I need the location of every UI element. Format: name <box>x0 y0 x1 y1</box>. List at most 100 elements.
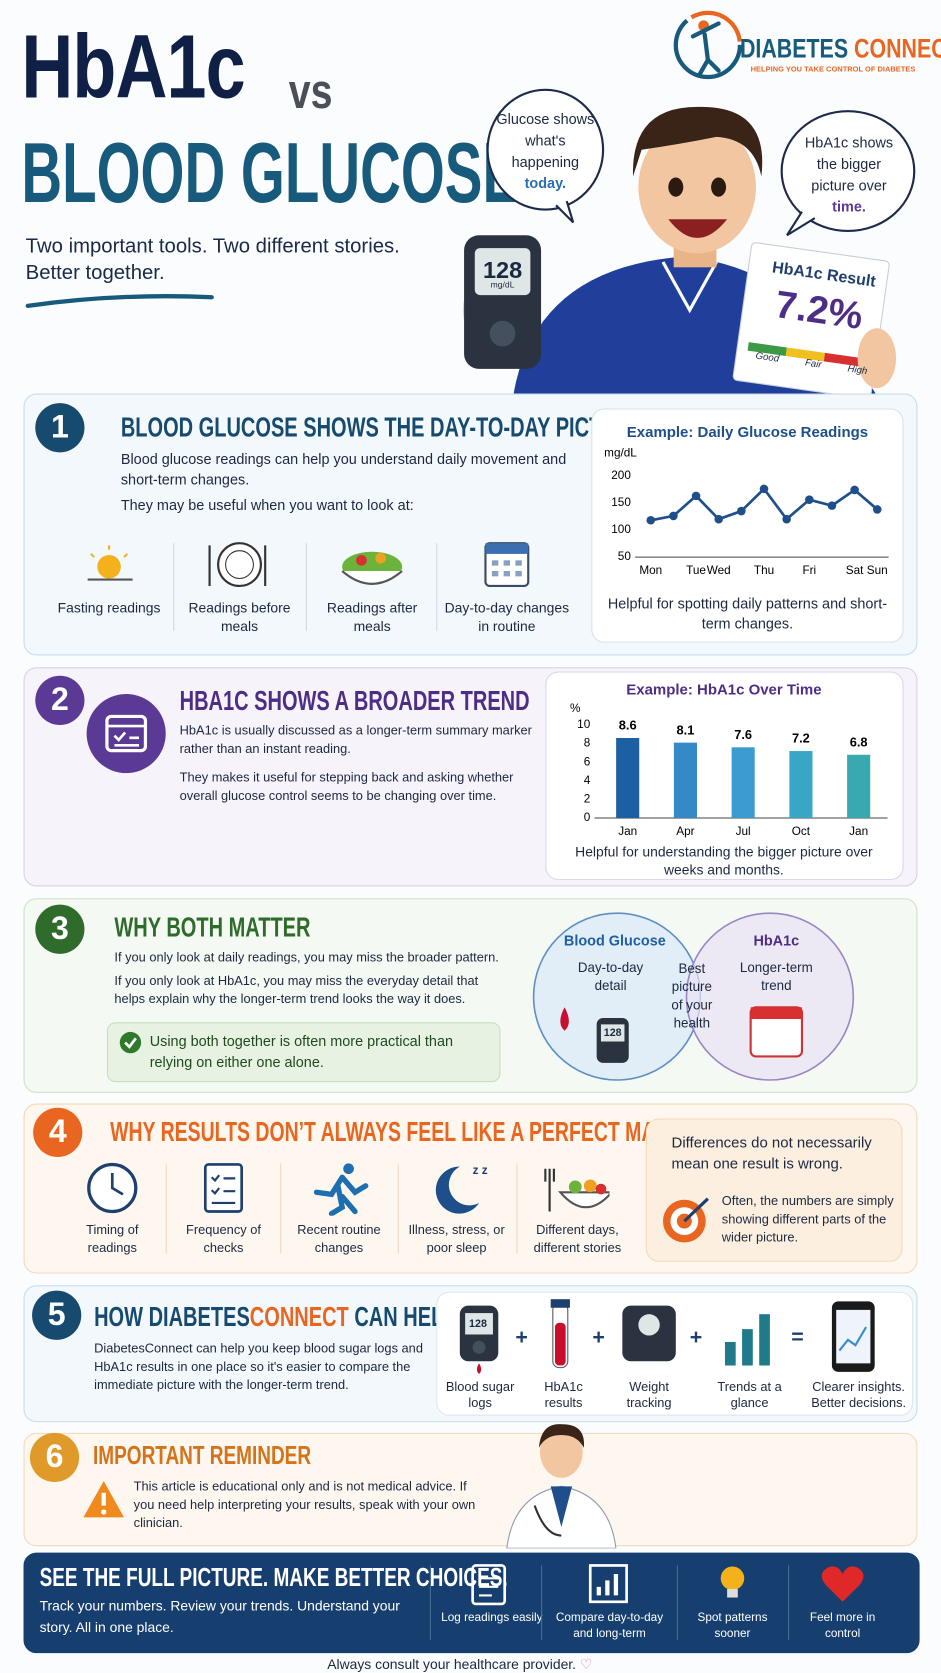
brand-name-2: CONNECT <box>854 34 941 65</box>
bar <box>616 738 640 819</box>
item-label: Illness, stress, or poor sleep <box>408 1222 505 1256</box>
x-tick-label: Wed <box>707 564 731 577</box>
meter-reading: 128 <box>603 1027 622 1040</box>
bar <box>673 742 697 819</box>
x-tick-label: Oct <box>792 825 811 838</box>
bubble-highlight: time. <box>832 198 866 215</box>
tool-label: HbA1c results <box>544 1379 583 1411</box>
brand-name-1: DIABETES <box>739 34 849 65</box>
x-tick-label: Sat <box>846 564 864 577</box>
section-number: 1 <box>35 403 85 453</box>
divider <box>788 1565 790 1641</box>
title-vs: vs <box>288 63 333 119</box>
data-label: 8.6 <box>619 718 637 733</box>
reminder-text: This article is educational only and is … <box>133 1478 476 1531</box>
section-body: If you only look at HbA1c, you may miss … <box>114 973 479 1007</box>
divider <box>676 1565 678 1641</box>
meter-unit: mg/dL <box>490 280 515 290</box>
title: BLOOD GLUCOSE <box>21 125 521 221</box>
x-tick-label: Apr <box>676 825 694 838</box>
x-tick-label: Thu <box>754 564 774 577</box>
brand-name: DIABETES CONNECT <box>740 34 941 65</box>
chart-caption: Helpful for understanding the bigger pic… <box>575 843 873 878</box>
section-title: HOW DIABETESCONNECT CAN HELP <box>94 1300 457 1333</box>
bubble-highlight: today. <box>524 175 567 192</box>
chart-title: Example: HbA1c Over Time <box>626 682 821 699</box>
title-part: CONNECT <box>249 1300 349 1333</box>
meter-reading: 128 <box>482 256 523 284</box>
tool-label: Trends at a glance <box>717 1379 782 1411</box>
section-lead: They may be useful when you want to look… <box>120 497 414 514</box>
data-point <box>714 514 723 524</box>
doctor-illustration <box>506 1424 617 1549</box>
operator: + <box>515 1325 528 1350</box>
divider <box>397 1163 399 1254</box>
data-label: 7.6 <box>734 727 752 742</box>
tool-label: Weight tracking <box>626 1379 672 1411</box>
brand-tagline: HELPING YOU TAKE CONTROL OF DIABETES <box>750 66 916 74</box>
result-card: HbA1c Result 7.2% Good Fair High <box>742 256 894 378</box>
data-line <box>650 486 879 522</box>
speech-bubble: HbA1c shows the bigger picture over time… <box>798 133 901 219</box>
footer-text: Track your numbers. Review your trends. … <box>39 1597 400 1635</box>
side-title: Differences do not necessarily mean one … <box>671 1133 872 1172</box>
item-label: Day-to-day changes in routine <box>444 599 570 635</box>
divider <box>173 543 175 631</box>
y-tick-label: 10 <box>577 718 591 731</box>
footer-title: SEE THE FULL PICTURE. MAKE BETTER CHOICE… <box>39 1563 508 1593</box>
chart-panel <box>591 408 904 643</box>
venn-diagram <box>532 912 855 1081</box>
subtitle-line: Better together. <box>25 261 165 285</box>
item-label: Readings after meals <box>326 599 418 635</box>
svg-text:z z: z z <box>473 1164 488 1177</box>
hero-illustration <box>463 88 916 396</box>
footer-item: Log readings easily <box>441 1611 543 1625</box>
section-title: WHY RESULTS DON’T ALWAYS FEEL LIKE A PER… <box>110 1115 695 1148</box>
section-icon <box>86 693 166 774</box>
section-box <box>23 1432 918 1547</box>
item-label: Timing of readings <box>86 1222 139 1256</box>
venn-right-text: Longer-term trend <box>739 960 813 994</box>
section-title: BLOOD GLUCOSE SHOWS THE DAY-TO-DAY PICTU… <box>120 410 644 443</box>
section-body: They makes it useful for stepping back a… <box>179 769 514 804</box>
callout-text: Using both together is often more practi… <box>149 1032 454 1071</box>
title-part: HOW DIABETES <box>94 1300 250 1333</box>
section-body: DiabetesConnect can help you keep blood … <box>94 1340 423 1393</box>
data-point <box>759 484 769 494</box>
line-chart: Example: Daily Glucose Readings mg/dL 50… <box>604 424 889 577</box>
item-label: Fasting readings <box>57 599 161 616</box>
tool-label: Blood sugar logs <box>445 1379 515 1411</box>
section-title: HBA1C SHOWS A BROADER TREND <box>179 684 530 717</box>
footer-item: Spot patterns sooner <box>697 1611 768 1641</box>
data-point <box>669 511 678 521</box>
section-icons: z z <box>87 1162 610 1216</box>
divider <box>280 1163 282 1254</box>
x-tick-label: Jan <box>618 825 637 838</box>
divider <box>305 543 307 631</box>
divider <box>436 543 438 631</box>
callout-box <box>106 1022 501 1083</box>
data-point <box>737 506 746 516</box>
divider <box>541 1565 543 1641</box>
x-tick-label: Mon <box>639 564 662 577</box>
section-number: 2 <box>35 675 85 725</box>
check-icon <box>119 1031 142 1054</box>
bar <box>789 751 813 819</box>
divider <box>516 1163 518 1254</box>
footer-icons <box>471 1564 864 1606</box>
operator: = <box>791 1325 804 1350</box>
data-point <box>827 501 837 510</box>
data-point <box>850 485 859 495</box>
operator: + <box>689 1325 703 1350</box>
data-point <box>805 495 814 504</box>
data-point <box>782 514 791 524</box>
note-text: Always consult your healthcare provider. <box>327 1656 577 1673</box>
brand-logo <box>673 10 743 80</box>
venn-left-title: Blood Glucose <box>563 932 666 949</box>
venn-right-title: HbA1c <box>753 932 800 949</box>
target-icon <box>662 1197 709 1243</box>
section-number: 5 <box>32 1290 82 1340</box>
item-label: Different days, different stories <box>533 1222 622 1256</box>
chart-caption: Helpful for spotting daily patterns and … <box>607 595 888 632</box>
